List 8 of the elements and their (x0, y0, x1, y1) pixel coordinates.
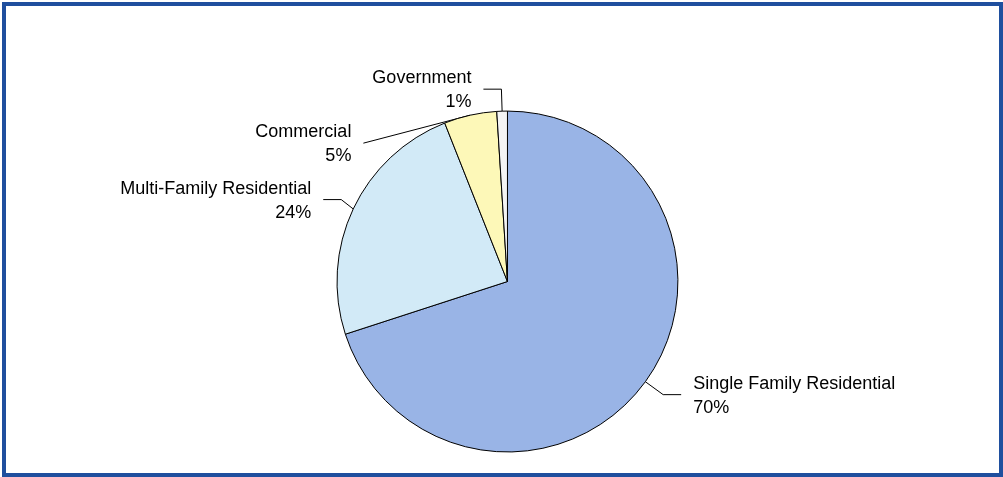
data-label: 1% (445, 91, 472, 112)
slice-label: Multi-Family Residential (120, 177, 312, 198)
data-label: 24% (275, 201, 312, 222)
data-label: 5% (325, 145, 352, 166)
data-label: 70% (693, 396, 730, 417)
slice-label: Single Family Residential (693, 372, 896, 393)
slice-label: Government (372, 67, 472, 88)
slice-label: Commercial (255, 121, 352, 142)
